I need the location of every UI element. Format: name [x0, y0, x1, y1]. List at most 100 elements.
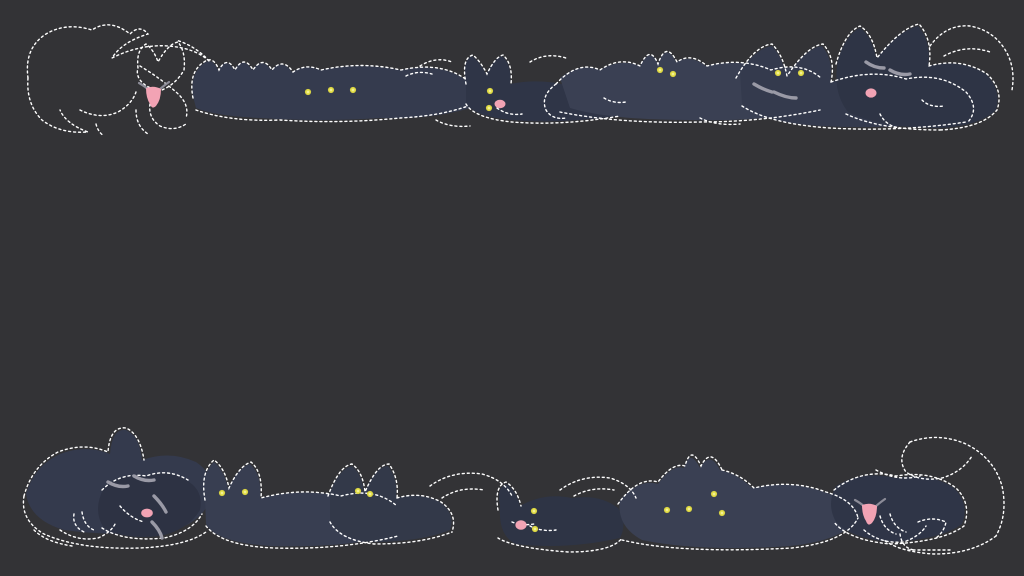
cat-eye — [669, 70, 677, 78]
cat-outline-5d — [441, 488, 485, 499]
cat-body-4 — [330, 466, 452, 542]
cat-eye — [530, 507, 538, 515]
cat-outline-1e — [81, 511, 95, 531]
bottom-noses — [141, 503, 877, 530]
cat-outline-6 — [835, 23, 931, 67]
cat-outline-4c — [543, 83, 567, 120]
cat-outline-2 — [191, 59, 468, 99]
cat-outline-5b — [830, 73, 975, 123]
nose-icon — [862, 503, 877, 525]
cat-outline-1d — [73, 513, 85, 533]
cat-outline-5e — [699, 117, 741, 126]
cat-outline-4 — [327, 463, 399, 499]
cat-outline-5b — [497, 537, 623, 553]
cat-outline-5 — [735, 43, 834, 83]
closed-eye-icon — [888, 68, 912, 77]
cat-outline-1d — [95, 123, 105, 137]
nose-icon — [515, 520, 527, 530]
closed-eye-icon — [150, 520, 164, 540]
cat-outline-2b — [195, 105, 469, 123]
cat-eye — [485, 104, 493, 112]
cat-eye — [718, 509, 726, 517]
cat-eye — [774, 69, 782, 77]
cat-detail-paw-b — [921, 99, 945, 108]
cat-outline-2e — [135, 109, 149, 135]
cat-detail-tail-a — [419, 59, 453, 67]
cat-outline-4b — [396, 494, 455, 533]
cat-outline-4b — [559, 109, 821, 123]
cat-outline-8b — [901, 441, 973, 480]
cat-eye — [656, 66, 664, 74]
cat-eye — [304, 88, 312, 96]
cat-outline-6e — [573, 488, 615, 497]
nose-icon — [494, 99, 506, 109]
cat-outline-6d — [559, 476, 637, 499]
cat-eye — [327, 86, 335, 94]
cat-outline-7 — [929, 25, 1014, 91]
cat-outline-5d — [879, 113, 901, 129]
cat-outline-6c — [845, 113, 941, 131]
cat-outline-2c — [136, 41, 186, 91]
cat-outline-1b — [27, 77, 89, 133]
cat-eye — [241, 488, 249, 496]
bottom-cat-silhouettes — [26, 429, 965, 548]
bottom-eyes — [218, 487, 726, 533]
cat-outline-1 — [26, 24, 211, 79]
nose-icon — [865, 88, 877, 98]
cat-outline-5e — [529, 525, 557, 532]
cat-outline-4 — [555, 50, 822, 85]
cat-eye — [366, 490, 374, 498]
closed-eye-icon — [152, 494, 168, 514]
cat-outline-2d — [149, 103, 187, 130]
cat-outline-7b — [879, 515, 897, 535]
cat-outline-1 — [23, 427, 145, 497]
bottom-border-svg — [22, 427, 1005, 555]
cat-outline-8 — [909, 436, 1005, 537]
top-cat-silhouettes — [192, 26, 998, 128]
cat-outline-1e — [139, 65, 188, 119]
cat-eye — [354, 487, 362, 495]
cat-outline-5c — [429, 472, 513, 497]
closed-eye-icon — [106, 480, 130, 489]
cat-outline-8c — [875, 469, 921, 479]
cat-outline-6b — [928, 62, 1000, 131]
cat-outline-8e — [917, 518, 947, 539]
cat-outline-2b — [101, 513, 203, 540]
bottom-cat-outlines — [22, 427, 1005, 555]
cat-body-6 — [619, 458, 856, 548]
cat-eye — [531, 525, 539, 533]
cat-outline-3d — [496, 107, 523, 116]
nose-icon — [146, 86, 161, 108]
cat-eye — [797, 69, 805, 77]
cat-outline-3 — [202, 459, 398, 507]
cat-outline-4c — [329, 521, 453, 545]
cat-outline-7d — [863, 525, 927, 543]
cat-eye — [663, 506, 671, 514]
cat-detail-tail-b — [405, 71, 433, 77]
cat-eye — [218, 489, 226, 497]
cat-outline-3c — [435, 119, 471, 128]
top-closed-eyes — [752, 60, 912, 100]
top-cat-outlines — [26, 23, 1014, 137]
bottom-closed-eyes — [106, 474, 168, 540]
cat-outline-7b — [943, 48, 991, 57]
cat-outline-3b — [465, 103, 621, 124]
cat-outline-7c — [889, 513, 907, 533]
cat-outline-6b — [721, 469, 859, 519]
cat-eye — [710, 490, 718, 498]
cat-eye — [486, 87, 494, 95]
top-border-svg — [26, 23, 1014, 137]
cat-detail-tail-c — [529, 55, 567, 63]
closed-eye-icon — [864, 60, 886, 70]
cat-outline-1c — [79, 91, 137, 117]
cat-eye — [349, 86, 357, 94]
empty-center-area — [0, 150, 1024, 426]
cat-outline-1f — [59, 521, 117, 540]
cat-outline-3b — [205, 525, 399, 549]
cat-outline-5 — [496, 481, 522, 511]
cat-eye — [685, 505, 693, 513]
cat-outline-8f — [899, 533, 915, 551]
bottom-cat-border — [0, 426, 1024, 576]
top-eyes — [304, 66, 805, 112]
